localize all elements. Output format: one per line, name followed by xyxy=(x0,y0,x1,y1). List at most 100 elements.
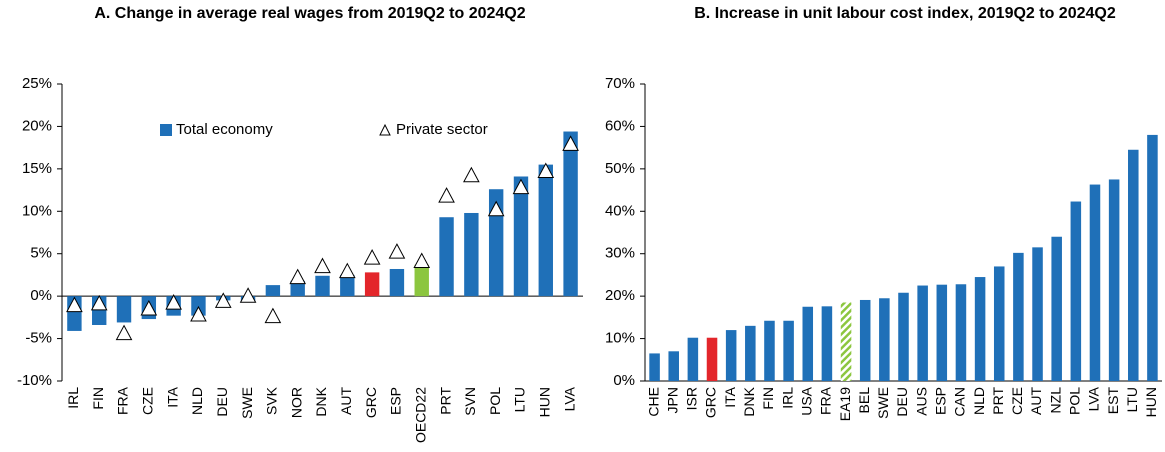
bar xyxy=(538,164,553,297)
x-tick-label: HUN xyxy=(1143,387,1159,417)
x-tick-label: PRT xyxy=(990,387,1006,415)
marker xyxy=(239,287,257,303)
x-tick-label: NOR xyxy=(288,387,304,418)
x-tick-label: ITA xyxy=(164,386,180,407)
marker xyxy=(314,257,331,274)
y-tick-label: 50% xyxy=(605,160,635,177)
x-tick-label: FRA xyxy=(115,386,131,415)
bar xyxy=(389,268,405,297)
bar xyxy=(563,131,578,297)
bar xyxy=(783,320,794,381)
bar xyxy=(936,284,948,381)
bar xyxy=(879,298,890,381)
marker xyxy=(463,166,480,183)
bar xyxy=(745,325,756,381)
y-tick-label: 0% xyxy=(30,287,52,304)
bar xyxy=(1128,149,1139,381)
x-tick-label: DEU xyxy=(214,387,230,417)
bar xyxy=(1051,236,1062,381)
bar xyxy=(439,217,454,297)
x-tick-label: GRC xyxy=(703,387,719,418)
x-tick-label: AUT xyxy=(338,387,354,415)
x-tick-label: FRA xyxy=(818,386,834,415)
x-tick-label: EST xyxy=(1105,387,1121,415)
y-tick-label: 25% xyxy=(22,75,52,92)
x-tick-label: ITA xyxy=(722,386,738,407)
bar xyxy=(340,274,355,297)
y-tick-label: 20% xyxy=(605,287,635,304)
bar xyxy=(1108,179,1120,381)
x-tick-label: OECD22 xyxy=(412,387,428,443)
x-tick-label: SVK xyxy=(264,386,280,415)
bar xyxy=(725,330,737,381)
bar xyxy=(955,284,967,381)
x-tick-label: SWE xyxy=(239,387,255,419)
bar xyxy=(821,306,833,381)
bar xyxy=(898,292,909,381)
x-tick-label: SVN xyxy=(462,387,478,416)
x-tick-label: FIN xyxy=(90,387,106,410)
x-tick-label: LVA xyxy=(561,386,577,411)
bar xyxy=(859,299,871,381)
marker xyxy=(388,243,406,259)
legend-marker xyxy=(160,124,172,136)
bar xyxy=(1070,201,1082,381)
x-tick-label: ISR xyxy=(684,387,700,410)
bar xyxy=(265,285,281,297)
x-tick-label: DNK xyxy=(741,386,757,416)
marker xyxy=(363,249,381,265)
y-tick-label: 10% xyxy=(605,330,635,347)
y-tick-label: 10% xyxy=(22,202,52,219)
x-tick-label: LTU xyxy=(512,387,528,412)
x-tick-label: IRL xyxy=(65,387,81,409)
bar xyxy=(687,337,699,381)
marker xyxy=(165,294,182,310)
x-tick-label: ESP xyxy=(388,387,404,415)
bar xyxy=(1032,247,1043,381)
marker xyxy=(512,178,530,195)
y-tick-label: -5% xyxy=(25,330,52,347)
x-tick-label: CZE xyxy=(140,387,156,415)
bar xyxy=(364,272,380,297)
bar xyxy=(1147,134,1158,381)
legend-label: Total economy xyxy=(176,121,273,138)
bar xyxy=(649,353,660,381)
bar xyxy=(414,264,429,297)
bar xyxy=(706,337,718,381)
y-tick-label: 60% xyxy=(605,117,635,134)
y-tick-label: 0% xyxy=(613,372,635,389)
bar xyxy=(116,296,132,323)
marker xyxy=(289,268,307,285)
x-tick-label: EA19 xyxy=(837,387,853,421)
x-tick-label: DNK xyxy=(313,386,329,416)
marker xyxy=(413,252,431,269)
bar xyxy=(974,277,986,381)
y-tick-label: 5% xyxy=(30,245,52,262)
y-tick-label: -10% xyxy=(17,372,52,389)
bar xyxy=(802,306,814,381)
x-tick-label: JPN xyxy=(664,387,680,413)
marker xyxy=(487,200,505,217)
x-tick-label: IRL xyxy=(779,387,795,409)
x-tick-label: AUS xyxy=(913,387,929,416)
marker xyxy=(190,305,207,322)
marker xyxy=(562,135,579,151)
chart-title: A. Change in average real wages from 201… xyxy=(94,5,526,22)
marker xyxy=(66,296,83,313)
marker xyxy=(438,187,455,203)
bar xyxy=(993,266,1005,381)
x-tick-label: BEL xyxy=(856,387,872,414)
legend-marker xyxy=(379,123,391,136)
marker xyxy=(537,162,555,179)
x-tick-label: FIN xyxy=(760,387,776,410)
bar xyxy=(1089,184,1101,381)
bar xyxy=(290,280,305,297)
marker xyxy=(264,307,282,324)
marker xyxy=(140,299,158,316)
bar xyxy=(464,212,479,297)
y-tick-label: 70% xyxy=(605,75,635,92)
x-tick-label: GRC xyxy=(363,387,379,418)
y-tick-label: 15% xyxy=(22,160,52,177)
